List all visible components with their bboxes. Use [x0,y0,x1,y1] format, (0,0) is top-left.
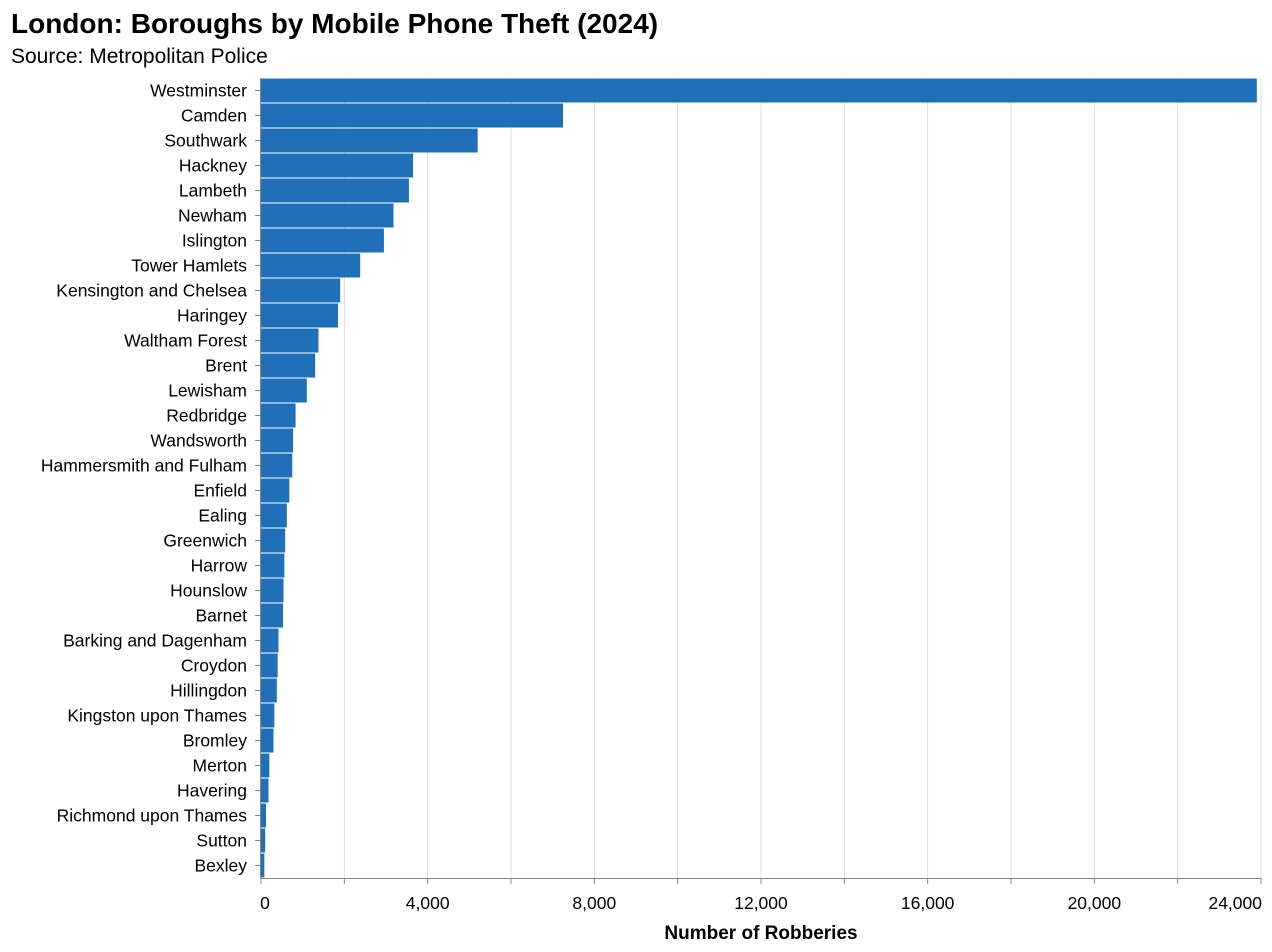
category-label: Barnet [195,606,247,626]
category-label: Wandsworth [150,431,247,451]
x-tick-label: 0 [260,893,270,913]
bar [261,328,319,353]
bar [261,203,394,228]
bar [261,703,275,728]
bar [261,178,409,203]
bar [261,778,269,803]
bar [261,528,286,553]
category-label: Kensington and Chelsea [56,281,247,301]
bar [261,828,266,853]
x-tick-label: 12,000 [734,893,788,913]
category-label: Westminster [150,81,247,101]
category-label: Harrow [191,556,248,576]
category-label: Islington [182,231,247,251]
bar [261,853,265,878]
category-label: Enfield [193,481,247,501]
category-label: Merton [193,756,247,776]
category-label: Croydon [181,656,247,676]
category-label: Kingston upon Thames [67,706,247,726]
category-label: Lewisham [168,381,247,401]
bar [261,803,266,828]
category-label: Hackney [179,156,247,176]
category-label: Redbridge [166,406,247,426]
bar [261,478,290,503]
category-label: Bromley [183,731,247,751]
bar [261,628,279,653]
category-label: Hillingdon [170,681,247,701]
chart-title: London: Boroughs by Mobile Phone Theft (… [11,8,659,39]
category-label: Tower Hamlets [131,256,247,276]
category-label: Brent [205,356,247,376]
bar [261,553,285,578]
y-axis: Westminster Camden Southwark Hackney Lambeth… [41,78,261,878]
category-label: Bexley [194,856,247,876]
bar [261,378,307,403]
bar [261,653,278,678]
category-label: Camden [181,106,247,126]
x-tick-label: 24,000 [1208,893,1262,913]
grid-lines [343,78,1262,878]
bar [261,578,284,603]
category-label: Newham [178,206,247,226]
bar [261,278,341,303]
category-label: Barking and Dagenham [63,631,247,651]
x-tick-label: 4,000 [406,893,450,913]
bar [261,103,564,128]
category-label: Havering [177,781,247,801]
bar [261,503,287,528]
x-tick-label: 20,000 [1068,893,1122,913]
category-label: Hounslow [170,581,247,601]
chart-subtitle: Source: Metropolitan Police [11,45,268,68]
category-label: Sutton [196,831,247,851]
bar [261,678,277,703]
bar [261,753,270,778]
x-tick-label: 8,000 [572,893,616,913]
bar [261,403,296,428]
bar [261,253,361,278]
bar [261,428,294,453]
x-axis-title: Number of Robberies [664,923,857,944]
bars [261,78,1257,878]
bar [261,228,384,253]
x-axis: 0 4,000 8,000 12,000 16,000 20,000 24,000 [260,878,1262,913]
category-label: Haringey [177,306,247,326]
category-label: Southwark [164,131,247,151]
bar [261,153,414,178]
bar [261,303,339,328]
bar [261,78,1257,103]
bar [261,728,274,753]
bar [261,353,316,378]
category-label: Greenwich [163,531,247,551]
bar [261,603,284,628]
category-label: Ealing [198,506,247,526]
bar [261,453,293,478]
category-label: Waltham Forest [124,331,247,351]
x-tick-label: 16,000 [901,893,955,913]
bar [261,128,478,153]
category-label: Lambeth [179,181,247,201]
category-label: Hammersmith and Fulham [41,456,247,476]
category-label: Richmond upon Thames [57,806,248,826]
